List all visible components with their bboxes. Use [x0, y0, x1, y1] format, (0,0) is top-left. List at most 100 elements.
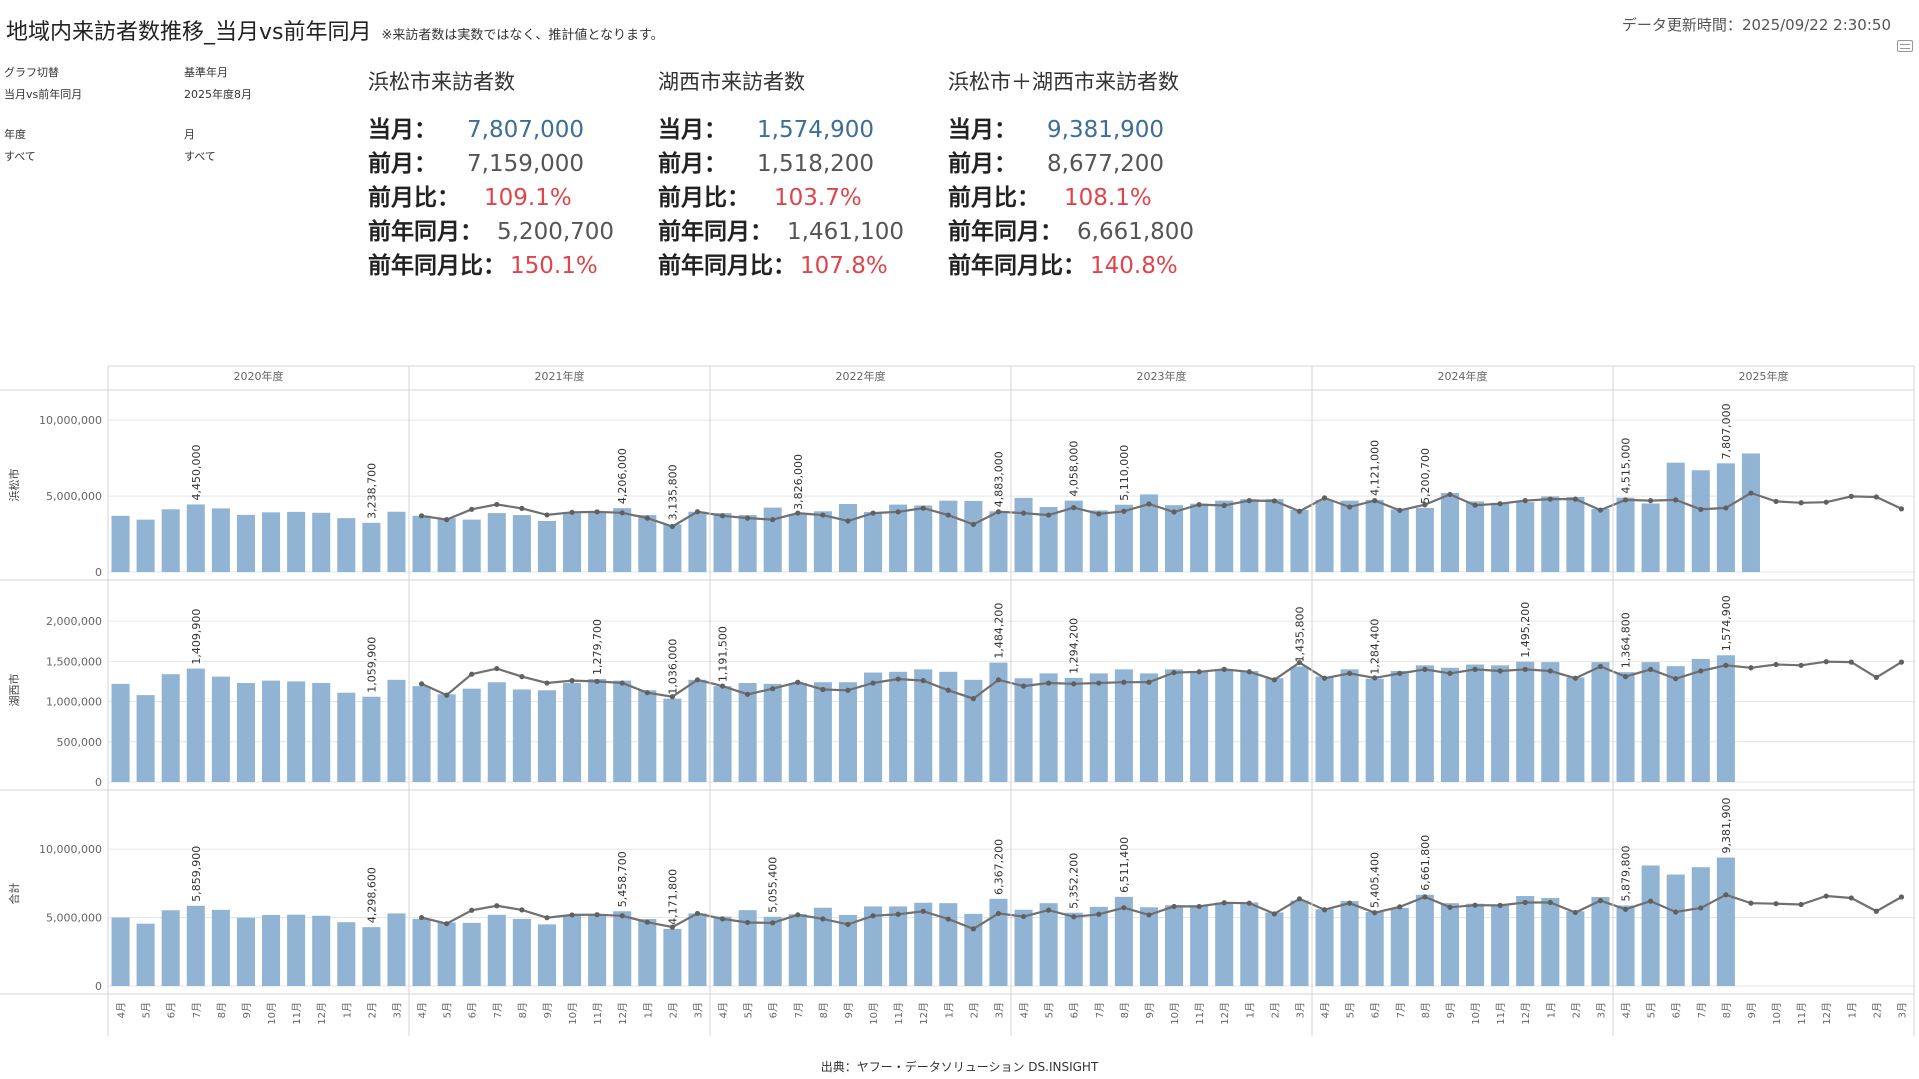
bar	[312, 915, 331, 986]
month-tick-label: 11月	[1796, 1002, 1808, 1025]
filter-graph-switch[interactable]: グラフ切替 当月vs前年同月	[4, 64, 82, 102]
filter-base-month[interactable]: 基準年月 2025年度8月	[184, 64, 252, 102]
bar	[1415, 665, 1434, 782]
bar	[312, 512, 331, 572]
month-tick-label: 3月	[1896, 1002, 1908, 1018]
prev-year-point	[1372, 675, 1378, 681]
prev-year-point	[1347, 900, 1353, 906]
bar	[613, 508, 632, 572]
menu-icon[interactable]	[1897, 40, 1913, 52]
data-label: 1,495,200	[1519, 602, 1532, 658]
bar	[638, 690, 657, 782]
bar	[1139, 494, 1158, 572]
bar	[1064, 677, 1083, 782]
bar	[1641, 865, 1660, 986]
prev-year-point	[694, 677, 701, 683]
prev-year-point	[1622, 906, 1629, 912]
bar	[1390, 670, 1409, 782]
kpi-prev-year-value: 1,461,100	[787, 219, 905, 245]
prev-year-point	[995, 677, 1002, 683]
filter-fiscal-year[interactable]: 年度 すべて	[4, 126, 36, 164]
prev-year-point	[719, 916, 726, 922]
bar	[964, 500, 983, 572]
prev-year-point	[1020, 683, 1027, 689]
data-label: 5,352,200	[1068, 853, 1081, 909]
prev-year-point	[895, 911, 901, 917]
prev-year-point	[1673, 676, 1679, 682]
bar	[236, 514, 255, 572]
bar	[1190, 670, 1209, 782]
bar	[1390, 509, 1409, 572]
data-label: 1,279,700	[591, 619, 604, 675]
prev-year-point	[1848, 493, 1854, 499]
month-tick-label: 7月	[1696, 1002, 1708, 1018]
prev-year-point	[1020, 510, 1027, 516]
prev-year-point	[920, 678, 926, 684]
month-tick-label: 4月	[1621, 1002, 1633, 1018]
bar	[1516, 661, 1535, 782]
prev-year-point	[1723, 505, 1729, 511]
prev-year-point	[870, 680, 876, 686]
kpi-hamamatsu: 浜松市来訪者数 当月： 7,807,000 前月： 7,159,000 前月比： 10…	[368, 66, 658, 280]
bar	[1541, 496, 1560, 572]
month-tick-label: 8月	[517, 1002, 529, 1018]
prev-year-point	[1296, 896, 1303, 902]
kpi-title: 浜松市来訪者数	[368, 70, 515, 94]
bar	[337, 518, 356, 572]
month-tick-label: 7月	[1094, 1002, 1106, 1018]
prev-year-point	[444, 921, 450, 927]
panel-1: 0 500,000 1,000,000 1,500,000 2,000,000 湖西市 1,…	[0, 595, 1914, 791]
prev-year-point	[644, 919, 650, 925]
bar	[1591, 662, 1610, 782]
bar	[1240, 902, 1259, 986]
month-tick-label: 11月	[1495, 1002, 1507, 1025]
bar	[1265, 912, 1284, 986]
bar	[889, 906, 908, 986]
bar	[1215, 669, 1234, 782]
prev-year-point	[1823, 893, 1829, 899]
bar	[989, 898, 1008, 986]
bar	[713, 686, 732, 782]
kpi-prev-month-value: 8,677,200	[1047, 151, 1165, 177]
month-tick-label: 2月	[1269, 1002, 1281, 1018]
bar	[211, 909, 230, 986]
bar	[462, 519, 481, 572]
filter-month[interactable]: 月 すべて	[184, 126, 216, 164]
bar	[1666, 874, 1685, 986]
bar	[889, 671, 908, 782]
prev-year-point	[1748, 665, 1754, 671]
prev-year-point	[1296, 659, 1303, 666]
month-tick-label: 1月	[1846, 1002, 1858, 1018]
month-tick-label: 5月	[442, 1002, 454, 1018]
bar	[638, 515, 657, 572]
kpi-label: 前月比：	[658, 185, 750, 211]
bar	[738, 515, 757, 572]
bar	[1039, 903, 1058, 986]
y-tick-label: 5,000,000	[46, 912, 102, 925]
month-tick-label: 11月	[1194, 1002, 1206, 1025]
month-tick-label: 5月	[141, 1002, 153, 1018]
bar	[788, 914, 807, 986]
bar	[1064, 500, 1083, 572]
month-tick-label: 9月	[1144, 1002, 1156, 1018]
bar	[1014, 497, 1033, 572]
kpi-prev-year-value: 5,200,700	[497, 219, 615, 245]
prev-year-point	[970, 521, 976, 527]
bar	[1466, 501, 1485, 572]
prev-year-point	[795, 912, 801, 918]
prev-year-point	[1522, 498, 1528, 504]
prev-year-point	[619, 680, 625, 686]
data-label: 1,435,800	[1293, 606, 1306, 662]
bar	[638, 919, 657, 986]
bar	[462, 688, 481, 782]
prev-year-point	[770, 686, 776, 692]
bar	[1691, 470, 1710, 572]
kpi-label: 当月：	[658, 117, 727, 143]
bar	[864, 672, 883, 782]
kpi-prev-month-value: 7,159,000	[467, 151, 585, 177]
month-tick-label: 3月	[1294, 1002, 1306, 1018]
bar	[287, 914, 306, 986]
prev-year-point	[920, 505, 926, 511]
bar	[663, 524, 682, 572]
prev-year-point	[995, 910, 1002, 917]
